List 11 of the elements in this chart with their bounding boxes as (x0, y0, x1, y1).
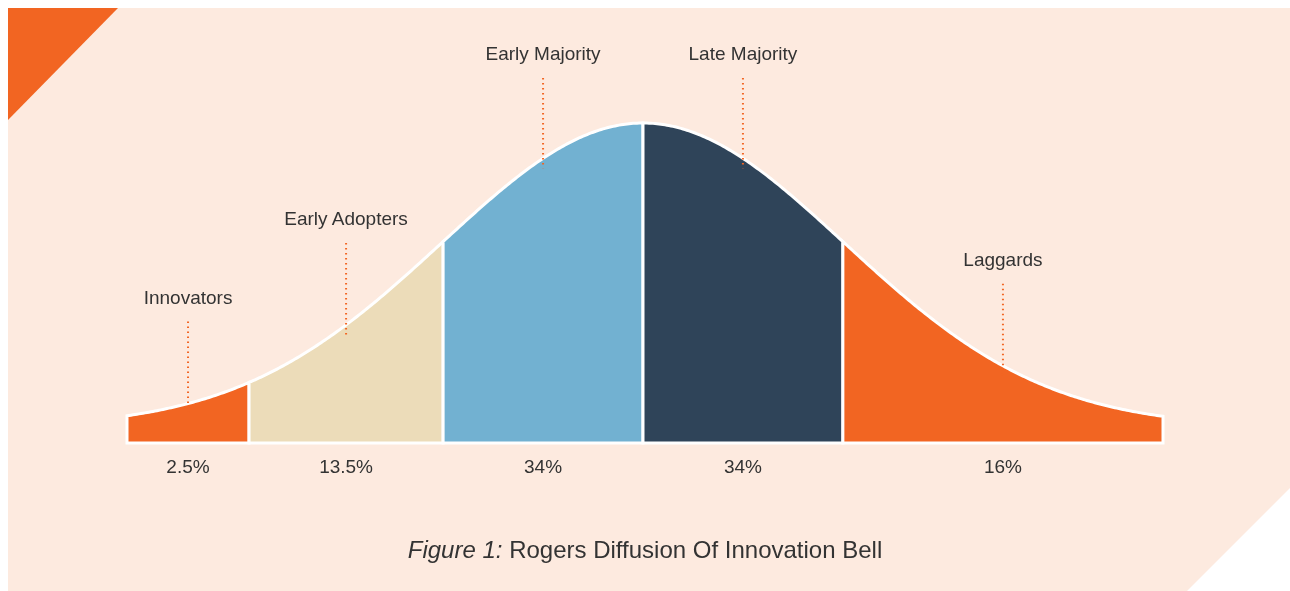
category-label: Early Adopters (284, 207, 408, 229)
category-label: Innovators (143, 286, 233, 308)
text: Figure 1: Rogers Diffusion Of Innovation Bell (407, 536, 883, 563)
category-label: Late Majority (688, 43, 798, 64)
data-label: 34% (723, 456, 763, 477)
category-label: Laggards (963, 248, 1043, 270)
data-label: 13.5% (319, 456, 374, 477)
data-label: 2.5% (166, 456, 210, 477)
data-label: 16% (983, 456, 1023, 477)
category-label: Early Majority (485, 43, 602, 64)
data-label: 34% (524, 456, 563, 477)
